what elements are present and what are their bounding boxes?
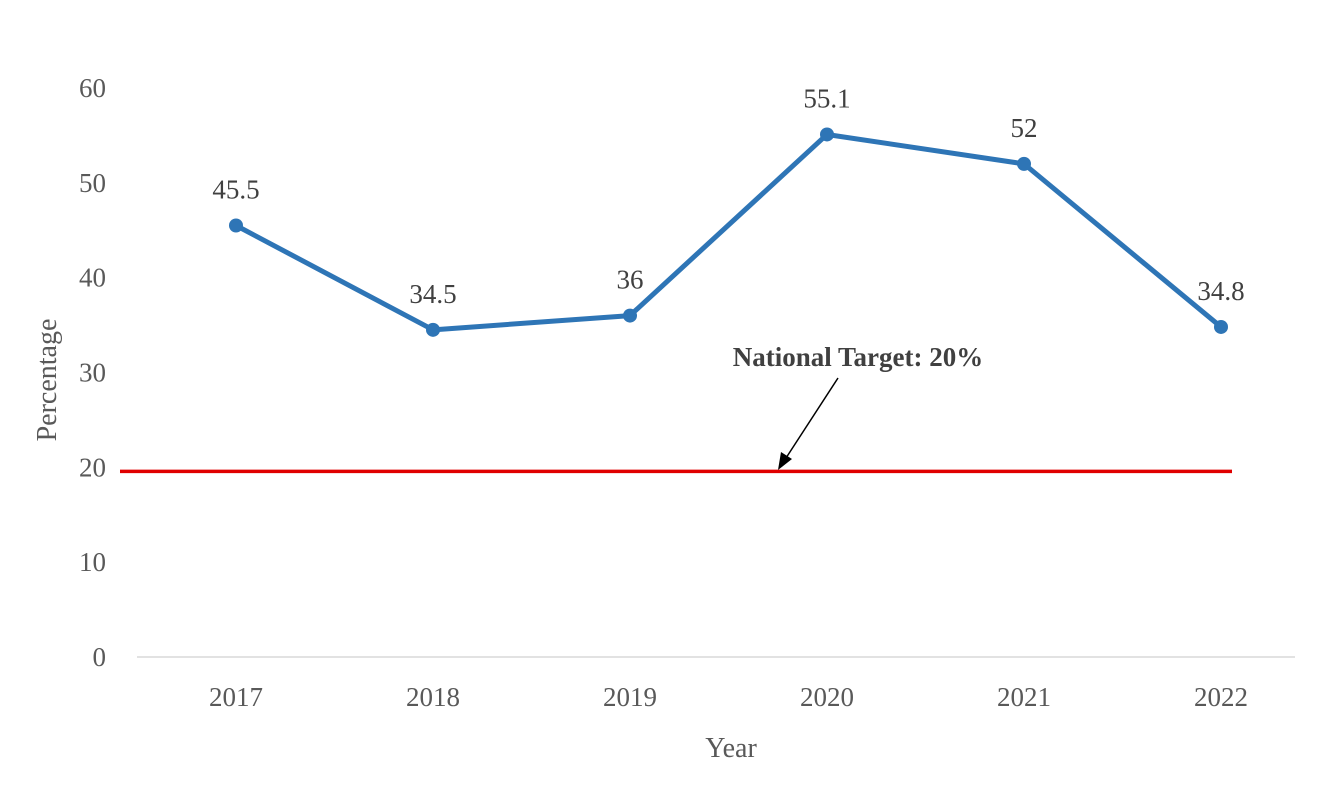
data-point bbox=[1214, 319, 1228, 334]
x-axis-label: Year bbox=[705, 733, 757, 764]
data-label: 55.1 bbox=[803, 83, 850, 113]
series-line bbox=[234, 131, 1223, 333]
y-tick-label: 30 bbox=[79, 358, 106, 388]
y-tick-label: 40 bbox=[79, 263, 106, 293]
data-point bbox=[1017, 156, 1031, 171]
data-point bbox=[820, 127, 834, 142]
national-target-arrow bbox=[785, 377, 839, 459]
data-label: 36 bbox=[617, 265, 644, 295]
y-tick-label: 60 bbox=[79, 73, 106, 103]
national-target-label: National Target: 20% bbox=[733, 342, 984, 372]
y-tick-label: 20 bbox=[79, 452, 106, 482]
data-point bbox=[426, 322, 440, 337]
x-tick-label: 2018 bbox=[406, 682, 460, 712]
y-tick-label: 0 bbox=[93, 642, 107, 672]
x-tick-label: 2021 bbox=[997, 682, 1051, 712]
data-label: 45.5 bbox=[212, 175, 259, 205]
data-label: 52 bbox=[1011, 113, 1038, 143]
data-point bbox=[229, 218, 243, 233]
data-label: 34.8 bbox=[1197, 276, 1244, 306]
y-tick-label: 10 bbox=[79, 547, 106, 577]
data-point bbox=[623, 308, 637, 323]
x-tick-label: 2019 bbox=[603, 682, 657, 712]
data-label: 34.5 bbox=[409, 279, 456, 309]
arrow-head-icon bbox=[778, 452, 792, 470]
y-tick-label: 50 bbox=[79, 168, 106, 198]
y-axis-label: Percentage bbox=[32, 319, 63, 442]
x-tick-label: 2020 bbox=[800, 682, 854, 712]
x-tick-label: 2017 bbox=[209, 682, 263, 712]
x-tick-label: 2022 bbox=[1194, 682, 1248, 712]
